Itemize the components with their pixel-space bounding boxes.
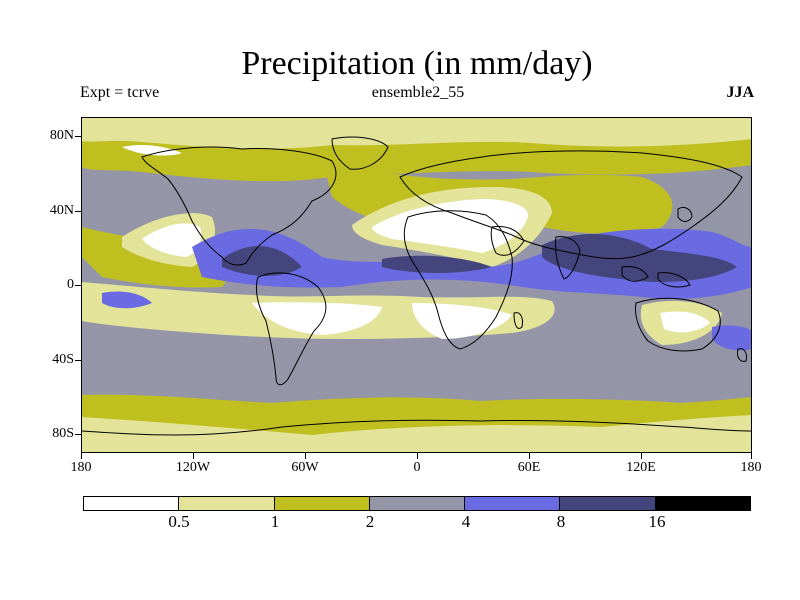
coastlines bbox=[82, 136, 752, 436]
y-tick bbox=[75, 360, 81, 361]
ensemble-label: ensemble2_55 bbox=[371, 84, 465, 101]
colorbar-box bbox=[465, 497, 561, 510]
field-monsoon-verywet bbox=[542, 233, 737, 282]
y-tick bbox=[75, 434, 81, 435]
coast-greenland bbox=[331, 136, 389, 170]
coast-new-zealand bbox=[737, 348, 747, 362]
colorbar-box bbox=[560, 497, 656, 510]
colorbar-box bbox=[369, 497, 466, 510]
colorbar-label: 4 bbox=[461, 512, 471, 531]
x-tick bbox=[193, 453, 194, 459]
x-tick bbox=[305, 453, 306, 459]
x-label-180w: 180 bbox=[70, 460, 92, 475]
field-australia-dry bbox=[660, 311, 710, 333]
field-africa-verywet bbox=[382, 255, 492, 273]
x-label-120e: 120E bbox=[626, 460, 656, 475]
field-southpacific-wet bbox=[712, 325, 752, 351]
precipitation-map bbox=[82, 117, 752, 453]
x-label-60w: 60W bbox=[291, 460, 319, 475]
x-tick bbox=[641, 453, 642, 459]
colorbar bbox=[83, 496, 751, 511]
x-tick bbox=[529, 453, 530, 459]
coast-india bbox=[555, 236, 581, 280]
y-label-80n: 80N bbox=[49, 128, 74, 143]
y-label-80s: 80S bbox=[52, 426, 74, 441]
x-tick bbox=[751, 453, 752, 459]
colorbar-label: 1 bbox=[270, 512, 280, 531]
colorbar-label: 16 bbox=[648, 512, 666, 531]
field-sahara-dry bbox=[372, 199, 529, 253]
coast-antarctica bbox=[82, 419, 752, 436]
field-eastpacific-dry bbox=[142, 223, 202, 257]
field-arctic-light bbox=[82, 117, 752, 149]
coast-new-guinea bbox=[657, 272, 691, 288]
colorbar-box bbox=[655, 497, 750, 510]
field-southamerica-dry bbox=[252, 302, 382, 335]
map-svg bbox=[82, 117, 752, 453]
x-tick bbox=[81, 453, 82, 459]
coast-borneo bbox=[621, 266, 649, 282]
colorbar-label: 8 bbox=[556, 512, 566, 531]
y-tick bbox=[75, 211, 81, 212]
coast-north-america bbox=[141, 146, 337, 266]
y-label-40s: 40S bbox=[52, 352, 74, 367]
coast-south-america bbox=[255, 272, 327, 386]
coast-africa bbox=[403, 210, 513, 350]
field-sepacific-wet bbox=[102, 291, 152, 309]
x-tick bbox=[417, 453, 418, 459]
field-antarctic-light bbox=[82, 415, 752, 453]
coast-japan bbox=[677, 206, 693, 222]
colorbar-box bbox=[179, 497, 275, 510]
colorbar-label: 0.5 bbox=[168, 512, 190, 531]
y-label-0: 0 bbox=[67, 277, 74, 292]
experiment-label: Expt = tcrve bbox=[80, 84, 160, 101]
y-tick bbox=[75, 136, 81, 137]
colorbar-label: 2 bbox=[365, 512, 375, 531]
colorbar-box bbox=[84, 497, 180, 510]
plot-title: Precipitation (in mm/day) bbox=[241, 45, 593, 82]
x-label-60e: 60E bbox=[517, 460, 541, 475]
coast-arabia bbox=[490, 226, 525, 256]
coast-madagascar bbox=[513, 312, 523, 329]
field-arctic-dry bbox=[122, 145, 182, 156]
x-label-180e: 180 bbox=[740, 460, 762, 475]
y-tick bbox=[75, 285, 81, 286]
coast-australia bbox=[635, 297, 721, 352]
coast-eurasia bbox=[399, 150, 743, 260]
x-label-120w: 120W bbox=[175, 460, 211, 475]
y-label-40n: 40N bbox=[49, 203, 74, 218]
x-label-0: 0 bbox=[413, 460, 421, 475]
colorbar-box bbox=[274, 497, 370, 510]
season-label: JJA bbox=[726, 84, 754, 101]
field-central-america-verywet bbox=[222, 245, 302, 276]
